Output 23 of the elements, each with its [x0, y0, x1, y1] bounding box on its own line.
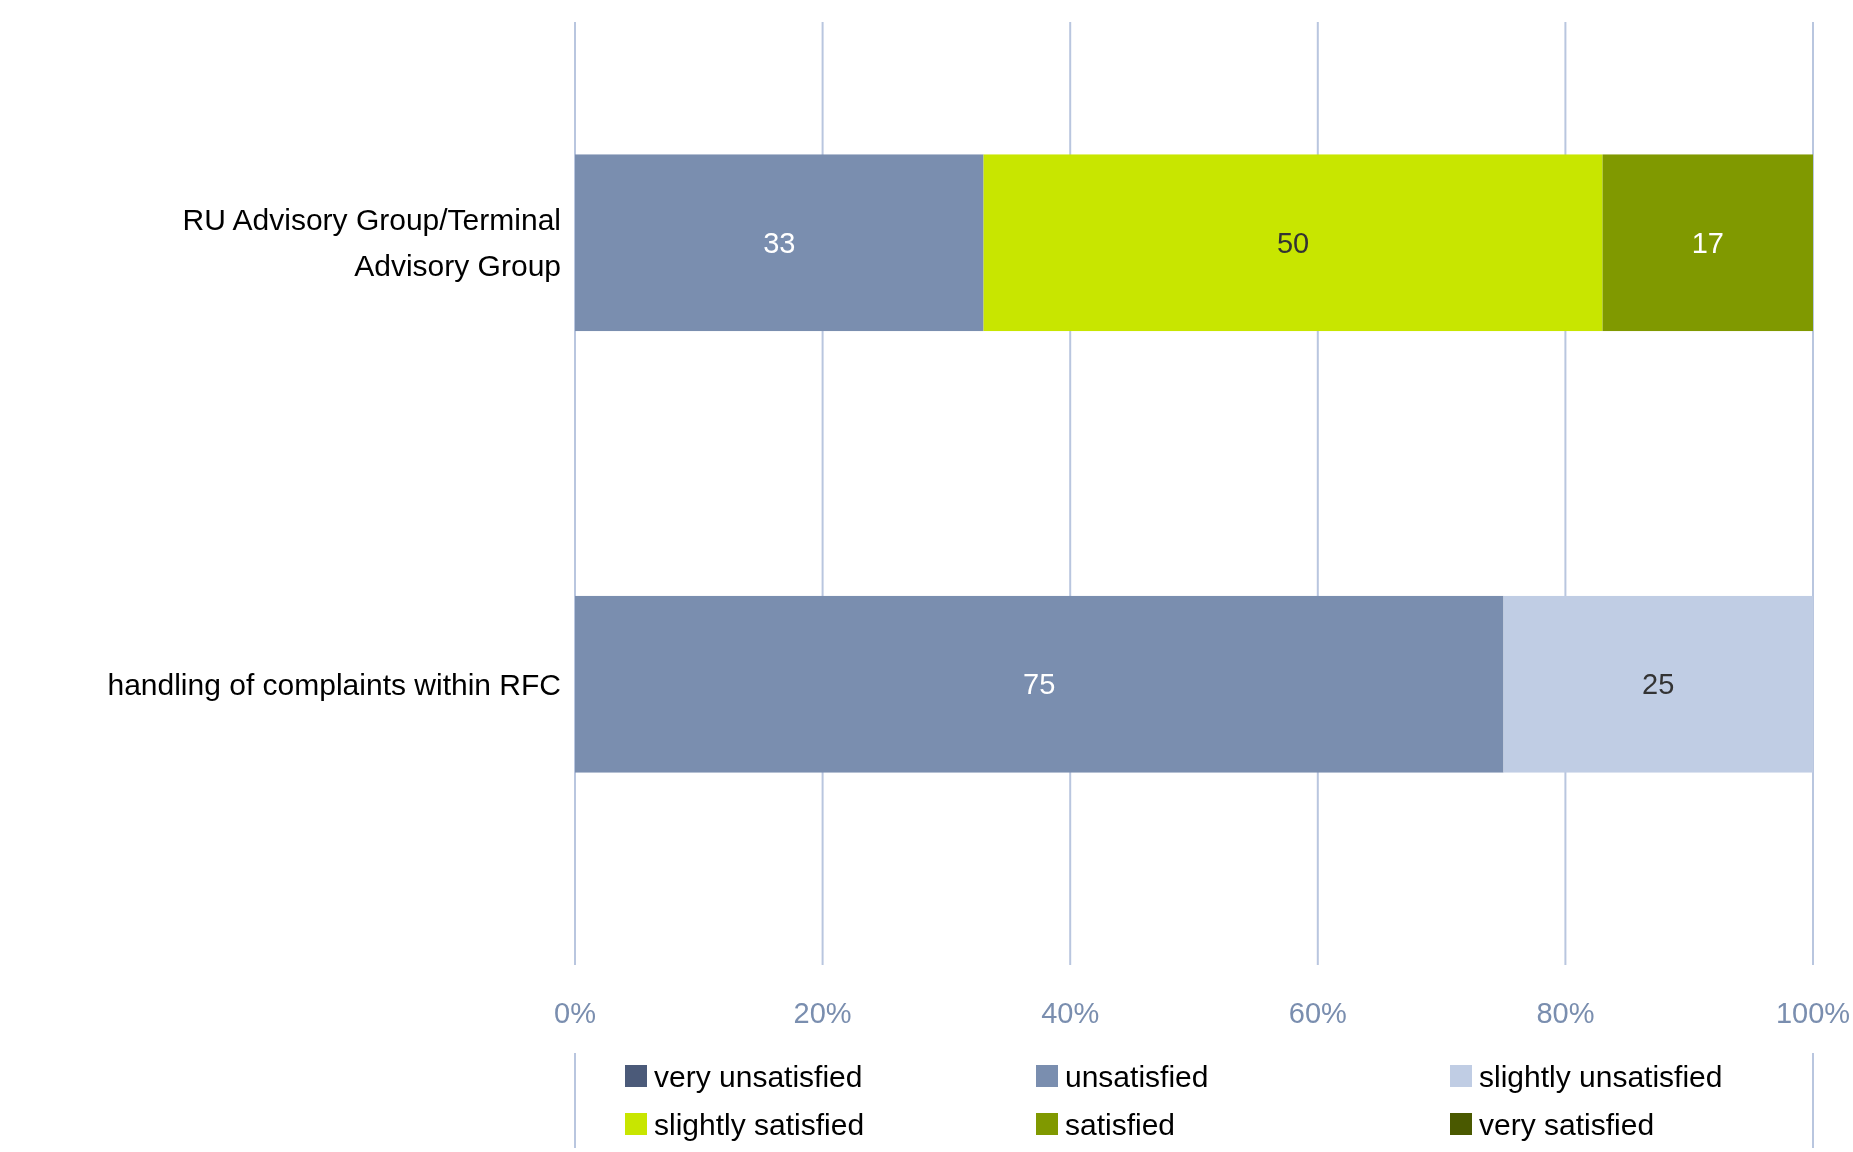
data-label: 33 — [763, 226, 796, 259]
data-label: 25 — [1642, 668, 1675, 701]
bar — [1602, 154, 1813, 332]
x-tick-label: 0% — [554, 997, 596, 1030]
legend-label: very satisfied — [1479, 1107, 1655, 1141]
legend-label: satisfied — [1065, 1107, 1176, 1141]
x-tick-label: 80% — [1536, 997, 1595, 1030]
x-tick-label: 40% — [1041, 997, 1100, 1030]
legend-label: slightly satisfied — [654, 1107, 865, 1141]
data-label: 75 — [1023, 668, 1056, 701]
x-tick-label: 100% — [1775, 997, 1851, 1030]
data-label: 17 — [1691, 226, 1724, 259]
bar — [575, 595, 1504, 773]
x-tick-label: 60% — [1288, 997, 1347, 1030]
x-tick-label: 20% — [793, 997, 852, 1030]
legend-label: slightly unsatisfied — [1479, 1059, 1723, 1093]
data-label: 50 — [1276, 226, 1310, 259]
legend-label: very unsatisfied — [654, 1059, 863, 1093]
bar — [575, 154, 984, 332]
legend-label: unsatisfied — [1065, 1059, 1209, 1093]
y-tick-label: RU Advisory Group/Terminal Advisory Group — [182, 203, 561, 283]
bar — [983, 154, 1603, 332]
y-tick-label: handling of complaints within RFC — [107, 667, 561, 701]
